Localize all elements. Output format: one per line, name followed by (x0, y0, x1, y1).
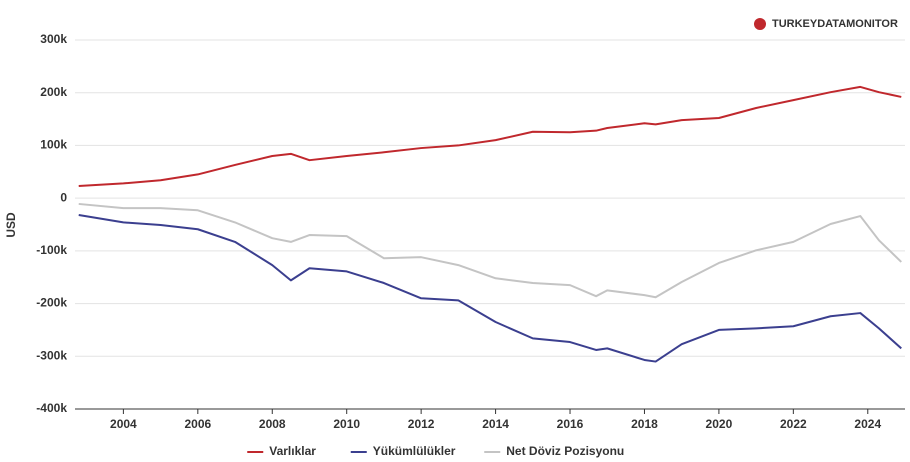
legend-label: Varlıklar (269, 444, 316, 458)
series-line (78, 214, 902, 363)
series-line (78, 85, 902, 188)
y-tick-label: -400k (36, 401, 67, 415)
brand: TURKEYDATAMONITOR (772, 18, 898, 30)
x-tick-label: 2022 (780, 417, 807, 431)
x-tick-label: 2004 (110, 417, 137, 431)
x-tick-label: 2006 (184, 417, 211, 431)
y-tick-label: -300k (36, 348, 67, 362)
y-tick-label: 300k (40, 32, 67, 46)
x-tick-label: 2008 (259, 417, 286, 431)
legend-label: Yükümlülükler (373, 444, 456, 458)
y-tick-label: 0 (60, 190, 67, 204)
brand-logo (754, 18, 766, 30)
y-tick-label: -200k (36, 296, 67, 310)
x-tick-label: 2024 (854, 417, 881, 431)
x-tick-label: 2016 (557, 417, 584, 431)
y-tick-label: 100k (40, 138, 67, 152)
y-tick-label: -100k (36, 243, 67, 257)
x-tick-label: 2010 (333, 417, 360, 431)
x-tick-label: 2014 (482, 417, 509, 431)
x-tick-label: 2012 (408, 417, 435, 431)
legend-label: Net Döviz Pozisyonu (506, 444, 624, 458)
series-line (78, 202, 902, 299)
y-tick-label: 200k (40, 85, 67, 99)
y-axis-label: USD (4, 212, 18, 238)
x-tick-label: 2018 (631, 417, 658, 431)
x-tick-label: 2020 (706, 417, 733, 431)
